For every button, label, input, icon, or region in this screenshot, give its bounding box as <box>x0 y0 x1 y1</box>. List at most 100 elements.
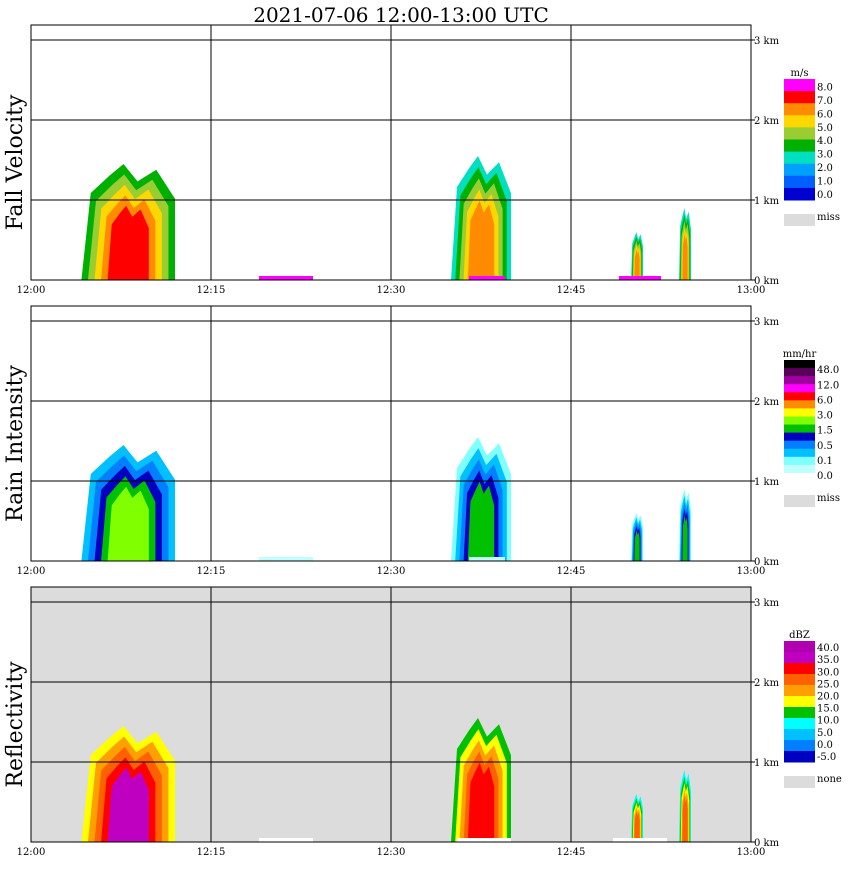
echo-layer <box>634 811 640 842</box>
colorbar-missing-swatch <box>784 495 815 507</box>
colorbar-label: 6.0 <box>817 395 833 406</box>
echo-2 <box>631 513 643 561</box>
colorbar-label: 0.0 <box>817 471 833 482</box>
colorbar-label: 30.0 <box>817 667 839 678</box>
colorbar-label: 2.0 <box>817 163 833 174</box>
colorbar-label: 25.0 <box>817 679 839 690</box>
echo-layer <box>682 514 688 561</box>
surface-trace-1 <box>469 276 505 280</box>
colorbar-missing-label: none <box>817 774 842 785</box>
y-tick-label: 1 km <box>754 758 780 769</box>
colorbar-label: 5.0 <box>817 728 833 739</box>
colorbar-missing-label: miss <box>817 493 840 504</box>
colorbar-label: 20.0 <box>817 692 839 703</box>
colorbar-swatch <box>784 456 815 466</box>
echo-3 <box>679 489 691 561</box>
colorbar-label: 35.0 <box>817 655 839 666</box>
colorbar-label: 0.5 <box>817 441 833 452</box>
colorbar-unit: m/s <box>791 68 809 79</box>
colorbar-swatch <box>784 448 815 458</box>
echo-3 <box>679 208 691 280</box>
colorbar-label: 0.0 <box>817 190 833 201</box>
x-tick-label: 12:45 <box>557 566 586 577</box>
x-tick-label: 12:15 <box>197 285 226 296</box>
colorbar-label: 10.0 <box>817 716 839 727</box>
colorbar-swatch <box>784 151 815 165</box>
echo-layer <box>634 530 640 561</box>
echo-1 <box>451 156 511 280</box>
y-tick-label: 3 km <box>754 598 780 609</box>
colorbar-swatch <box>784 641 815 653</box>
colorbar-swatch <box>784 751 815 763</box>
colorbar-swatch <box>784 400 815 409</box>
colorbar-swatch <box>784 432 815 442</box>
echo-0 <box>81 726 175 842</box>
colorbar-missing-swatch <box>784 214 815 226</box>
colorbar-swatch <box>784 696 815 708</box>
echo-2 <box>631 794 643 842</box>
echo-1 <box>451 718 511 842</box>
surface-trace-2 <box>613 838 667 842</box>
colorbar-swatch <box>784 139 815 153</box>
echo-layer <box>467 481 495 561</box>
y-tick-label: 3 km <box>754 36 780 47</box>
surface-trace-2 <box>619 276 661 280</box>
colorbar-swatch <box>784 674 815 686</box>
figure-title: 2021-07-06 12:00-13:00 UTC <box>253 3 549 27</box>
y-axis-label: Reflectivity <box>3 661 28 788</box>
colorbar-swatch <box>784 127 815 140</box>
colorbar-swatch <box>784 729 815 741</box>
x-tick-label: 12:00 <box>17 847 46 858</box>
colorbar-swatch <box>784 175 815 189</box>
echo-layer <box>107 205 149 280</box>
echo-1 <box>451 437 511 561</box>
panel-fall-velocity: 12:00 12:15 12:30 12:45 13:000 km 1 km 2 km 3 k… <box>3 24 840 296</box>
colorbar-label: 48.0 <box>817 365 839 376</box>
colorbar-label: 4.0 <box>817 136 833 147</box>
colorbar-label: 1.5 <box>817 426 833 437</box>
colorbar-label: 12.0 <box>817 380 839 391</box>
y-tick-label: 2 km <box>754 397 780 408</box>
colorbar-label: 5.0 <box>817 123 833 134</box>
y-tick-label: 0 km <box>754 838 780 849</box>
colorbar-swatch <box>784 440 815 450</box>
x-tick-label: 12:15 <box>197 566 226 577</box>
colorbar-unit: dBZ <box>789 630 810 641</box>
surface-trace-0 <box>259 276 313 280</box>
colorbar-missing-swatch <box>784 776 815 788</box>
echo-0 <box>81 164 175 280</box>
x-tick-label: 12:30 <box>377 285 406 296</box>
colorbar-swatch <box>784 115 815 128</box>
panel-reflectivity: 12:00 12:15 12:30 12:45 13:000 km 1 km 2 km 3 k… <box>3 586 842 858</box>
colorbar-label: 8.0 <box>817 82 833 93</box>
colorbar-swatch <box>784 392 815 401</box>
y-axis-label: Rain Intensity <box>3 364 28 521</box>
colorbar-swatch <box>784 91 815 104</box>
colorbar-missing-label: miss <box>817 212 840 223</box>
colorbar-swatch <box>784 368 815 377</box>
colorbar-label: 3.0 <box>817 411 833 422</box>
x-tick-label: 12:00 <box>17 566 46 577</box>
colorbar-swatch <box>784 685 815 697</box>
y-tick-label: 1 km <box>754 477 780 488</box>
x-tick-label: 13:00 <box>737 847 766 858</box>
echo-2 <box>631 232 643 280</box>
colorbar-swatch <box>784 663 815 675</box>
colorbar-label: 7.0 <box>817 96 833 107</box>
x-tick-label: 12:15 <box>197 847 226 858</box>
colorbar-label: 0.1 <box>817 456 833 467</box>
plot-frame <box>30 586 752 843</box>
colorbar-label: 0.0 <box>817 740 833 751</box>
y-tick-label: 1 km <box>754 196 780 207</box>
plot-frame <box>30 24 752 281</box>
colorbar-swatch <box>784 740 815 752</box>
colorbar-swatch <box>784 472 815 482</box>
echo-0 <box>81 445 175 561</box>
colorbar-label: -5.0 <box>817 752 836 763</box>
colorbar-swatch <box>784 384 815 393</box>
colorbar-swatch <box>784 360 815 369</box>
echo-layer <box>467 200 495 280</box>
panel-rain-intensity: 12:00 12:15 12:30 12:45 13:000 km 1 km 2 km 3 k… <box>3 305 840 577</box>
